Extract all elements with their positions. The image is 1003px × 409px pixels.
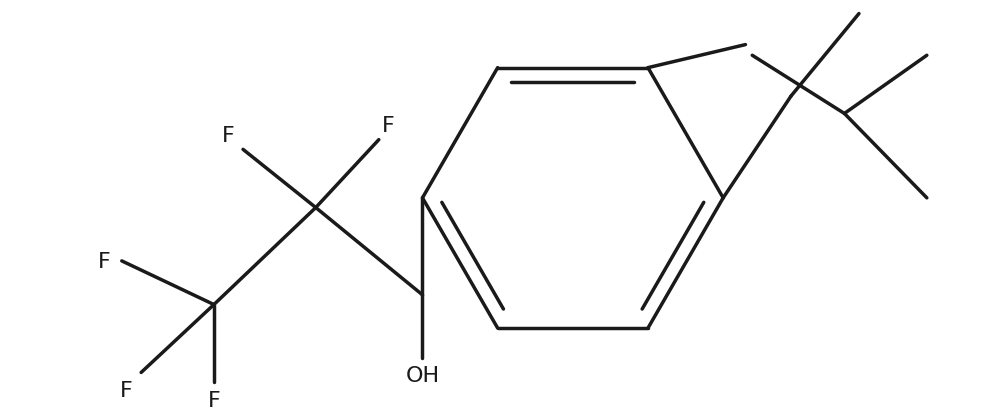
Text: OH: OH <box>405 366 439 385</box>
Text: F: F <box>120 380 132 400</box>
Text: F: F <box>382 116 394 136</box>
Text: F: F <box>222 126 235 146</box>
Text: F: F <box>98 251 110 271</box>
Text: F: F <box>208 390 220 409</box>
